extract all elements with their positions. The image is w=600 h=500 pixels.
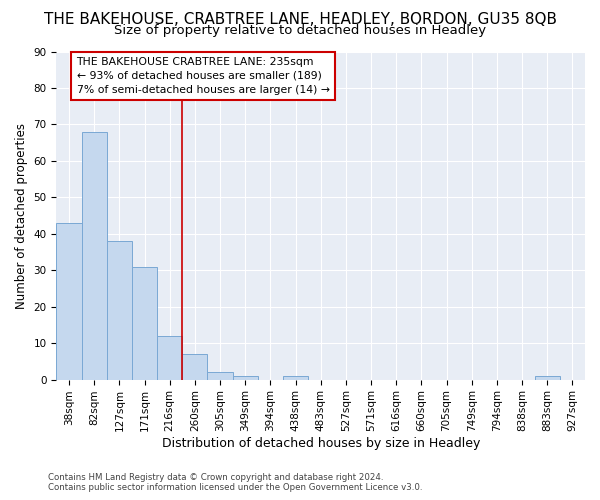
Bar	[535, 376, 560, 380]
Bar	[56, 223, 82, 380]
Bar	[157, 336, 182, 380]
Bar	[283, 376, 308, 380]
Bar	[182, 354, 208, 380]
Bar	[82, 132, 107, 380]
Bar	[208, 372, 233, 380]
Text: Contains HM Land Registry data © Crown copyright and database right 2024.
Contai: Contains HM Land Registry data © Crown c…	[48, 473, 422, 492]
Bar	[107, 241, 132, 380]
Text: THE BAKEHOUSE, CRABTREE LANE, HEADLEY, BORDON, GU35 8QB: THE BAKEHOUSE, CRABTREE LANE, HEADLEY, B…	[44, 12, 557, 28]
Text: THE BAKEHOUSE CRABTREE LANE: 235sqm
← 93% of detached houses are smaller (189)
7: THE BAKEHOUSE CRABTREE LANE: 235sqm ← 93…	[77, 57, 329, 95]
Text: Size of property relative to detached houses in Headley: Size of property relative to detached ho…	[114, 24, 486, 37]
Bar	[132, 266, 157, 380]
X-axis label: Distribution of detached houses by size in Headley: Distribution of detached houses by size …	[161, 437, 480, 450]
Bar	[233, 376, 258, 380]
Y-axis label: Number of detached properties: Number of detached properties	[15, 122, 28, 308]
